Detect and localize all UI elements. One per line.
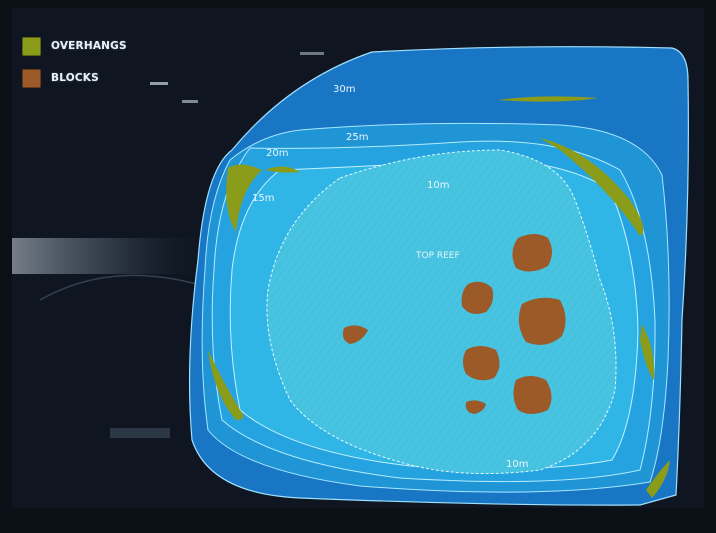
legend-label: OVERHANGS [51, 40, 127, 52]
reflection-arc [39, 274, 201, 301]
depth-label-30m: 30m [333, 84, 355, 95]
overhang [208, 350, 244, 420]
block [513, 376, 552, 414]
block [512, 234, 552, 272]
top-reef-label: TOP REEF [415, 251, 460, 261]
legend-label: BLOCKS [51, 72, 99, 84]
overhang [640, 324, 655, 380]
ceiling-light [182, 100, 198, 103]
overhang [646, 460, 670, 498]
overhang [265, 166, 300, 173]
overhang [498, 96, 598, 102]
depth-label-10m-bottom: 10m [506, 459, 528, 470]
blocks-swatch [22, 68, 41, 88]
legend-item-blocks: BLOCKS [22, 68, 127, 88]
depth-label-20m: 20m [266, 148, 288, 159]
depth-label-15m: 15m [252, 193, 274, 204]
block [465, 400, 486, 414]
ceiling-light [300, 52, 324, 55]
screen-reflection [12, 238, 212, 274]
map-legend: OVERHANGS BLOCKS [22, 36, 127, 100]
block [463, 346, 500, 381]
block [518, 297, 566, 345]
block [342, 325, 368, 344]
ceiling-light [150, 82, 168, 85]
overhangs-swatch [22, 36, 41, 56]
legend-item-overhangs: OVERHANGS [22, 36, 127, 56]
depth-label-25m: 25m [346, 132, 368, 143]
depth-label-10m-top: 10m [427, 180, 449, 191]
block [461, 281, 494, 314]
reflection-object [110, 428, 170, 438]
overhang [226, 164, 262, 232]
